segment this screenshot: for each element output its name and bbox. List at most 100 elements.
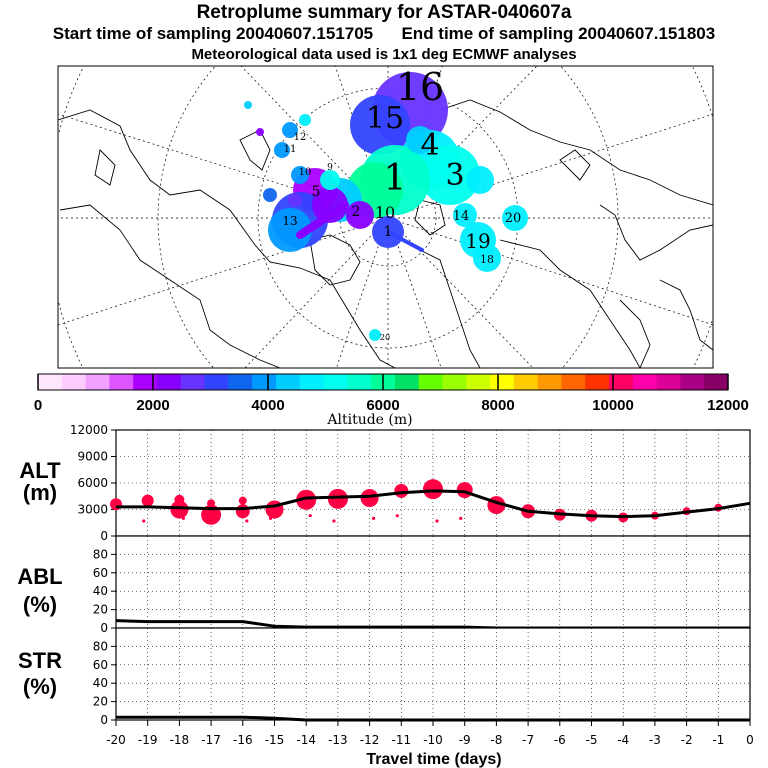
y-tick-label: 80 <box>93 639 108 653</box>
plume-day-label: 20 <box>380 333 390 342</box>
plume-cluster <box>282 122 298 138</box>
x-tick-label: -18 <box>170 733 190 747</box>
plume-day-label: 2 <box>352 204 361 220</box>
x-tick-label: -8 <box>490 733 502 747</box>
y-tick-label: 20 <box>93 695 108 709</box>
altitude-marker <box>238 496 247 505</box>
y-tick-label: 0 <box>100 713 108 727</box>
colorbar-swatch <box>609 374 634 390</box>
panel-unit: (%) <box>23 674 57 699</box>
colorbar-swatch <box>252 374 277 390</box>
plume-cluster <box>256 128 264 136</box>
panel-title: ABL <box>17 564 62 589</box>
altitude-marker <box>141 494 154 507</box>
colorbar-swatch <box>299 374 325 390</box>
altitude-marker <box>142 519 146 523</box>
plume-day-label: 1 <box>384 224 393 240</box>
plume-day-label: 19 <box>465 229 490 253</box>
x-tick-label: 0 <box>746 733 754 747</box>
panel-frame <box>115 535 751 629</box>
colorbar-label: Altitude (m) <box>326 412 412 428</box>
y-tick-label: 3000 <box>77 503 108 517</box>
plume-cluster <box>502 205 528 231</box>
plume-cluster <box>288 193 302 207</box>
altitude-colorbar: 0 2000 4000 6000 8000 10000 12000 Altitude (m) <box>34 373 749 428</box>
colorbar-swatch <box>180 374 206 390</box>
altitude-marker <box>207 499 216 508</box>
panel-title: ALT <box>19 458 61 483</box>
altitude-marker <box>110 498 122 511</box>
altitude-marker <box>423 479 443 500</box>
colorbar-tick-label: 2000 <box>136 397 169 414</box>
colorbar-swatch <box>513 374 539 390</box>
plume-cluster <box>346 201 374 229</box>
y-tick-label: 0 <box>100 529 108 543</box>
x-tick-label: -1 <box>712 733 724 747</box>
chart-title: Retroplume summary for ASTAR-040607a <box>196 2 572 23</box>
y-tick-label: 0 <box>100 621 108 635</box>
x-axis-label: Travel time (days) <box>366 751 501 768</box>
x-tick-label: -15 <box>265 733 285 747</box>
plume-day-label: 12 <box>294 132 307 143</box>
x-tick-label: -17 <box>201 733 221 747</box>
y-tick-label: 6000 <box>77 476 108 490</box>
altitude-marker <box>327 488 348 509</box>
x-tick-label: -14 <box>296 733 316 747</box>
x-tick-label: -12 <box>360 733 380 747</box>
x-tick-label: -10 <box>423 733 443 747</box>
colorbar-tick-label: 0 <box>34 397 42 414</box>
plume-day-label: 15 <box>366 101 404 136</box>
plume-day-label: 11 <box>284 144 297 155</box>
y-tick-label: 60 <box>93 566 108 580</box>
altitude-marker <box>308 514 312 518</box>
plume-day-label: 20 <box>505 211 522 226</box>
colorbar-swatch <box>204 374 229 390</box>
x-tick-label: -16 <box>233 733 253 747</box>
plume-trail <box>386 230 424 252</box>
colorbar-swatch <box>109 374 134 390</box>
colorbar-swatch <box>442 374 467 390</box>
altitude-marker <box>372 516 376 520</box>
colorbar-swatch <box>323 374 348 390</box>
colorbar-swatch <box>466 374 491 390</box>
plume-cluster <box>312 187 348 223</box>
altitude-marker <box>170 500 189 519</box>
y-tick-label: 40 <box>93 676 108 690</box>
plume-cluster <box>320 170 340 190</box>
colorbar-swatch <box>537 374 562 390</box>
plume-day-label: 5 <box>312 184 321 200</box>
x-tick-label: -13 <box>328 733 348 747</box>
panel-abl: 0 20 40 60 80 ABL (%) <box>17 535 751 635</box>
y-tick-label: 9000 <box>77 450 108 464</box>
y-tick-label: 12000 <box>70 423 108 437</box>
colorbar-tick-label: 8000 <box>481 397 514 414</box>
colorbar-tick-label: 10000 <box>592 397 634 414</box>
colorbar-swatch <box>680 374 705 390</box>
colorbar-swatch <box>632 374 658 390</box>
colorbar-swatch <box>156 374 182 390</box>
altitude-marker <box>456 482 473 499</box>
plume-cluster <box>274 142 290 158</box>
x-tick-label: -19 <box>138 733 158 747</box>
colorbar-swatch <box>704 374 729 390</box>
colorbar-swatch <box>133 374 158 390</box>
plume-day-label: 1 <box>384 158 407 199</box>
altitude-marker <box>205 514 209 518</box>
altitude-marker <box>174 494 185 505</box>
altitude-marker <box>181 516 185 520</box>
plume-day-label: 16 <box>396 65 444 109</box>
x-tick-label: -2 <box>681 733 693 747</box>
panel-str: 0 20 40 60 80 STR(%) <box>18 627 751 727</box>
plume-day-label: 4 <box>420 128 439 163</box>
x-tick-label: -11 <box>391 733 411 747</box>
panel-frame <box>115 627 751 721</box>
colorbar-swatch <box>275 374 301 390</box>
plume-cluster <box>263 188 277 202</box>
plume-day-label: 3 <box>445 158 464 193</box>
colorbar-swatch <box>85 374 110 390</box>
colorbar-swatch <box>418 374 443 390</box>
colorbar-swatch <box>561 374 586 390</box>
